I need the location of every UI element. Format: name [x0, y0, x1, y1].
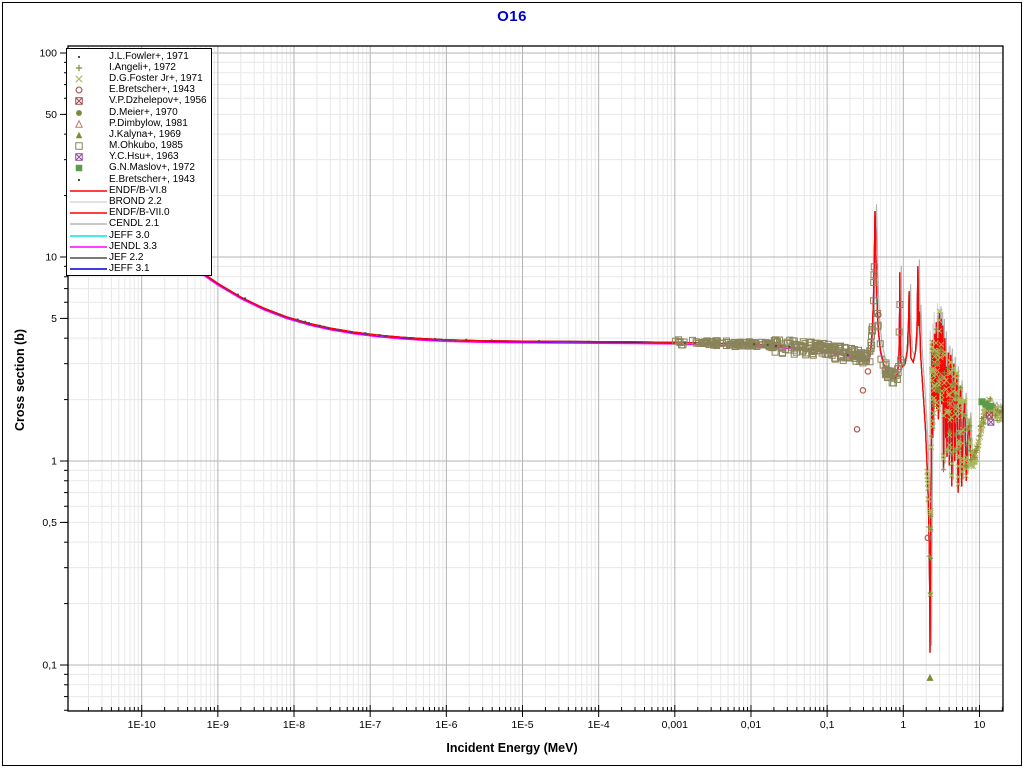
legend-entry: JENDL 3.3 [67, 241, 211, 252]
legend-plus-icon [75, 64, 83, 72]
legend-entry: G.N.Maslov+, 1972 [67, 163, 211, 174]
legend-line-sample [70, 201, 107, 203]
legend-entry: ENDF/B-VII.0 [67, 208, 211, 219]
x-tick-label: 1E-8 [283, 719, 305, 731]
legend-open-circle-icon [75, 86, 83, 94]
axis-ticks: 1E-10 1E-9 1E-8 1E-7 1E-6 1E-5 1E-4 0,001 0,01 0,… [39, 48, 1003, 731]
series-e-bretscher-1943 [853, 311, 932, 542]
legend-line-sample [70, 246, 107, 248]
legend-entry: V.P.Dzhelepov+, 1956 [67, 96, 211, 107]
legend-entry: E.Bretscher+, 1943 [67, 174, 211, 185]
series-p-dimbylow-1981 [936, 372, 957, 408]
x-axis-title: Incident Energy (MeV) [446, 741, 578, 755]
legend-line-sample [70, 268, 107, 270]
legend-open-triangle-icon [74, 119, 84, 128]
series-y-c-hsu-1963 [987, 418, 995, 426]
series-v-p-dzhelepov-1956 [985, 411, 993, 419]
plot-border [67, 45, 1004, 712]
legend-entry-label: E.Bretscher+, 1943 [109, 173, 195, 185]
x-tick-label: 0,001 [662, 719, 688, 731]
legend-filled-square-icon [75, 165, 83, 172]
legend-entry-label: BROND 2.2 [109, 196, 162, 208]
legend-entry: CENDL 2.1 [67, 219, 211, 230]
x-tick-label: 1E-10 [128, 719, 156, 731]
legend-line-sample [70, 234, 107, 237]
y-tick-label: 0,5 [42, 517, 57, 529]
x-tick-label: 1E-4 [588, 719, 610, 731]
legend-entry-label: JEFF 3.1 [109, 263, 150, 275]
legend-boxed-x-icon [75, 97, 83, 106]
legend-entry-label: ENDF/B-VI.8 [109, 184, 167, 196]
legend-entry: P.Dimbylow, 1981 [67, 118, 211, 129]
legend-entry-label: JEFF 3.0 [109, 229, 150, 241]
grid-major [68, 46, 1003, 711]
series-m-ohkubo-1985 [672, 263, 906, 387]
x-tick-label: 10 [974, 719, 986, 731]
legend-filled-circle-icon [76, 109, 82, 116]
legend-open-square-icon [75, 142, 83, 150]
legend-entry-label: JENDL 3.3 [109, 240, 157, 252]
y-tick-label: 0,1 [42, 660, 57, 672]
y-tick-label: 1 [51, 456, 57, 468]
legend-entry-label: D.G.Foster Jr+, 1971 [109, 72, 203, 84]
x-tick-label: 1E-6 [435, 719, 457, 731]
legend-entry-label: JEF 2.2 [109, 251, 144, 263]
y-tick-label: 10 [45, 252, 57, 264]
legend-entry: D.G.Foster Jr+, 1971 [67, 73, 211, 84]
legend-entry-label: V.P.Dzhelepov+, 1956 [109, 95, 207, 107]
legend-entry-label: M.Ohkubo, 1985 [109, 140, 183, 152]
legend-entry: J.Kalyna+, 1969 [67, 129, 211, 140]
legend-entry-label: P.Dimbylow, 1981 [109, 117, 188, 129]
experimental-data [226, 263, 1003, 681]
legend-line-sample [70, 212, 107, 214]
series-g-n-maslov-1972 [978, 398, 994, 410]
legend-entry: J.L.Fowler+, 1971 [67, 51, 211, 62]
legend-dot-icon [78, 178, 80, 181]
legend-entry-label: ENDF/B-VII.0 [109, 207, 170, 219]
chart-title: O16 [497, 8, 527, 25]
x-tick-label: 1E-5 [511, 719, 533, 731]
legend-filled-triangle-icon [75, 131, 83, 139]
legend-entry: JEF 2.2 [67, 252, 211, 263]
series-e-bretscher-1943 [684, 341, 849, 356]
series-j-kalyna-1969 [926, 385, 943, 681]
legend-entry: JEFF 3.0 [67, 230, 211, 241]
legend-entry-label: J.Kalyna+, 1969 [109, 128, 181, 140]
y-tick-label: 100 [39, 48, 57, 60]
y-axis-title-text: Cross section (b) [13, 328, 27, 432]
legend-entry-label: G.N.Maslov+, 1972 [109, 162, 195, 174]
series-j-l-fowler-1971 [226, 289, 590, 343]
x-tick-label: 1E-9 [207, 719, 229, 731]
y-tick-label: 5 [51, 313, 57, 325]
legend-entry: I.Angeli+, 1972 [67, 62, 211, 73]
legend-entry-label: E.Bretscher+, 1943 [109, 84, 195, 96]
legend-entry: ENDF/B-VI.8 [67, 185, 211, 196]
legend-entry-label: Y.C.Hsu+, 1963 [109, 151, 179, 163]
x-tick-label: 0,1 [820, 719, 835, 731]
legend-entry: Y.C.Hsu+, 1963 [67, 152, 211, 163]
x-tick-label: 1 [900, 719, 906, 731]
legend-entry-label: CENDL 2.1 [109, 218, 160, 230]
legend-entry-label: I.Angeli+, 1972 [109, 61, 176, 73]
legend-line-sample [70, 190, 107, 192]
legend-x-icon [75, 75, 83, 83]
legend-entry-label: J.L.Fowler+, 1971 [109, 50, 189, 62]
legend-entry: D.Meier+, 1970 [67, 107, 211, 118]
legend-line-sample [70, 223, 107, 226]
legend-dot-icon [78, 55, 80, 58]
grid-minor [68, 46, 1003, 711]
legend-entry: JEFF 3.1 [67, 264, 211, 275]
legend-boxed-x-icon [75, 153, 83, 162]
legend-entry: BROND 2.2 [67, 196, 211, 207]
x-tick-label: 0,01 [741, 719, 762, 731]
legend-entry-label: D.Meier+, 1970 [109, 106, 178, 118]
y-tick-label: 50 [45, 109, 57, 121]
legend-entry: E.Bretscher+, 1943 [67, 85, 211, 96]
legend-line-sample [70, 257, 107, 259]
x-tick-label: 1E-7 [359, 719, 381, 731]
legend-entry: M.Ohkubo, 1985 [67, 141, 211, 152]
legend: J.L.Fowler+, 1971 I.Angeli+, 1972 D.G.Fost… [66, 48, 212, 276]
